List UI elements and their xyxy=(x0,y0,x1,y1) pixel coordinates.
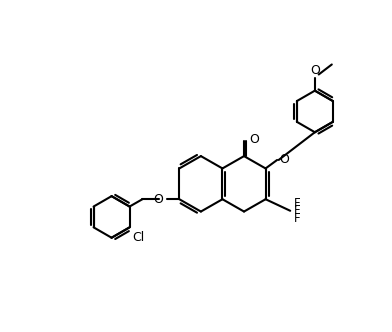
Text: Cl: Cl xyxy=(132,231,145,244)
Text: O: O xyxy=(279,153,289,166)
Text: F: F xyxy=(294,204,301,217)
Text: O: O xyxy=(249,133,259,146)
Text: O: O xyxy=(153,193,163,206)
Text: F: F xyxy=(294,212,301,225)
Text: O: O xyxy=(310,64,320,77)
Text: F: F xyxy=(294,197,301,209)
